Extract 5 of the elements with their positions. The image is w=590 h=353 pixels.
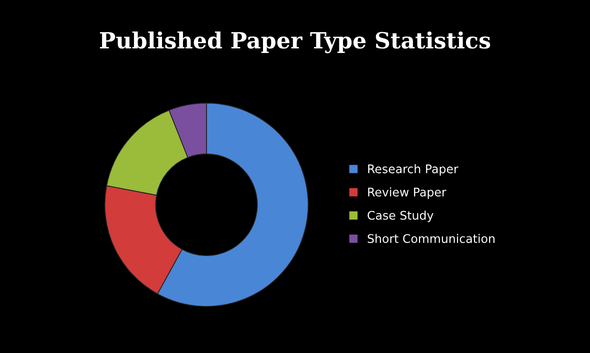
legend-label: Research Paper [368, 164, 458, 176]
chart-title: Published Paper Type Statistics [100, 31, 490, 54]
legend-label: Case Study [368, 210, 434, 222]
legend-label: Short Communication [368, 234, 494, 244]
legend-label: Review Paper [368, 187, 446, 199]
